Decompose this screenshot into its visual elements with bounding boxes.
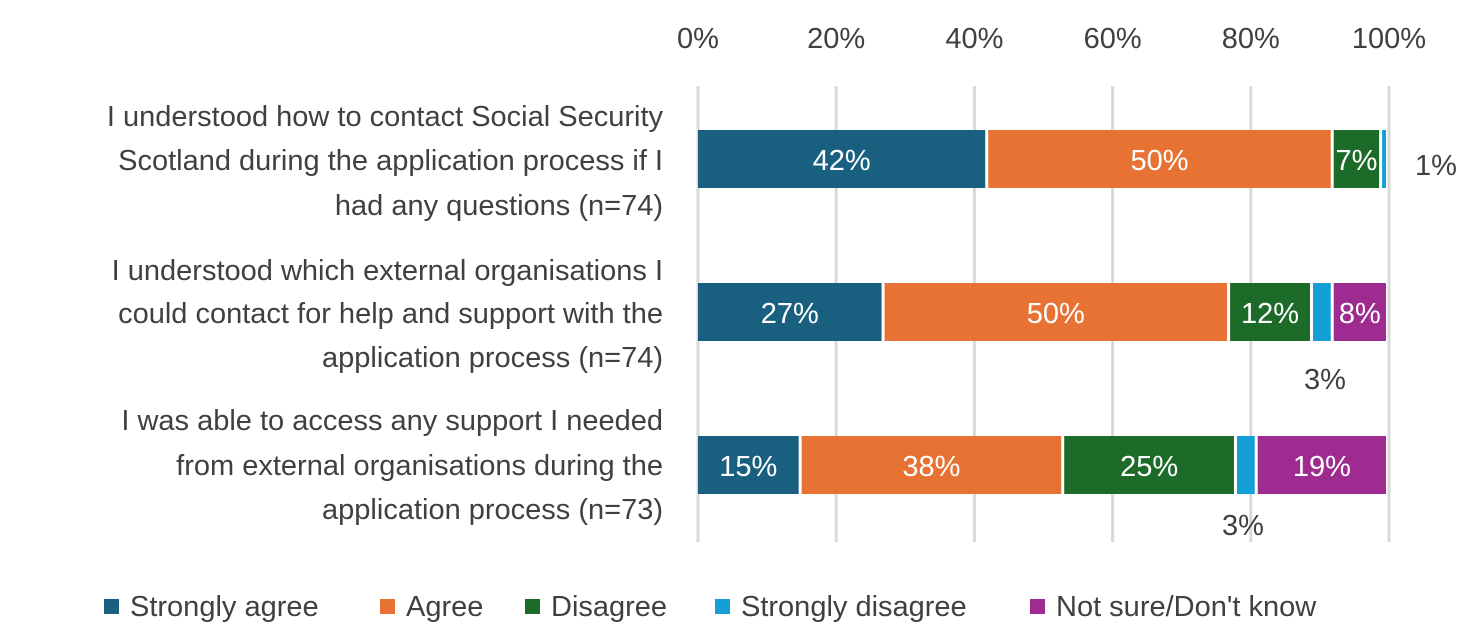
category-label: Scotland during the application process …	[118, 145, 663, 177]
category-label: I understood how to contact Social Secur…	[107, 101, 664, 133]
bar-segment	[1236, 436, 1255, 494]
category-label: I understood which external organisation…	[112, 255, 663, 287]
data-label: 1%	[1415, 150, 1457, 182]
bar-segment	[1064, 436, 1234, 494]
x-tick-label: 20%	[807, 23, 865, 55]
bar-segment	[1230, 283, 1310, 341]
data-label: 27%	[761, 298, 819, 330]
data-label: 8%	[1339, 298, 1381, 330]
bar-segment	[698, 436, 799, 494]
bar-segment	[1382, 130, 1386, 188]
data-label: 3%	[1222, 510, 1264, 542]
category-label: could contact for help and support with …	[118, 298, 663, 330]
legend-label: Strongly agree	[130, 591, 319, 623]
x-tick-label: 100%	[1352, 23, 1426, 55]
legend-swatch	[1030, 599, 1045, 614]
x-tick-label: 80%	[1222, 23, 1280, 55]
category-label: I was able to access any support I neede…	[121, 405, 663, 437]
legend-label: Agree	[406, 591, 483, 623]
data-label: 38%	[902, 451, 960, 483]
bar-segment	[1312, 283, 1331, 341]
data-label: 3%	[1304, 364, 1346, 396]
bar-segment	[698, 130, 986, 188]
x-tick-label: 0%	[677, 23, 719, 55]
legend-swatch	[104, 599, 119, 614]
x-tick-label: 40%	[945, 23, 1003, 55]
legend-label: Not sure/Don't know	[1056, 591, 1317, 623]
bar-segment	[988, 130, 1331, 188]
legend-label: Strongly disagree	[741, 591, 967, 623]
category-label: from external organisations during the	[176, 450, 663, 482]
legend-swatch	[380, 599, 395, 614]
data-label: 50%	[1027, 298, 1085, 330]
bar-segment	[1333, 283, 1386, 341]
data-label: 25%	[1120, 451, 1178, 483]
legend-label: Disagree	[551, 591, 667, 623]
data-label: 12%	[1241, 298, 1299, 330]
data-label: 7%	[1335, 145, 1377, 177]
data-label: 42%	[813, 145, 871, 177]
bar-segment	[884, 283, 1228, 341]
bar-segment	[1257, 436, 1386, 494]
bar-segment	[801, 436, 1062, 494]
category-label: had any questions (n=74)	[335, 190, 663, 222]
bar-segment	[1333, 130, 1380, 188]
legend-swatch	[715, 599, 730, 614]
x-tick-label: 60%	[1084, 23, 1142, 55]
data-label: 50%	[1130, 145, 1188, 177]
category-label: application process (n=73)	[322, 494, 663, 526]
legend-swatch	[525, 599, 540, 614]
category-label: application process (n=74)	[322, 342, 663, 374]
data-label: 19%	[1293, 451, 1351, 483]
data-label: 15%	[719, 451, 777, 483]
bar-segment	[698, 283, 882, 341]
